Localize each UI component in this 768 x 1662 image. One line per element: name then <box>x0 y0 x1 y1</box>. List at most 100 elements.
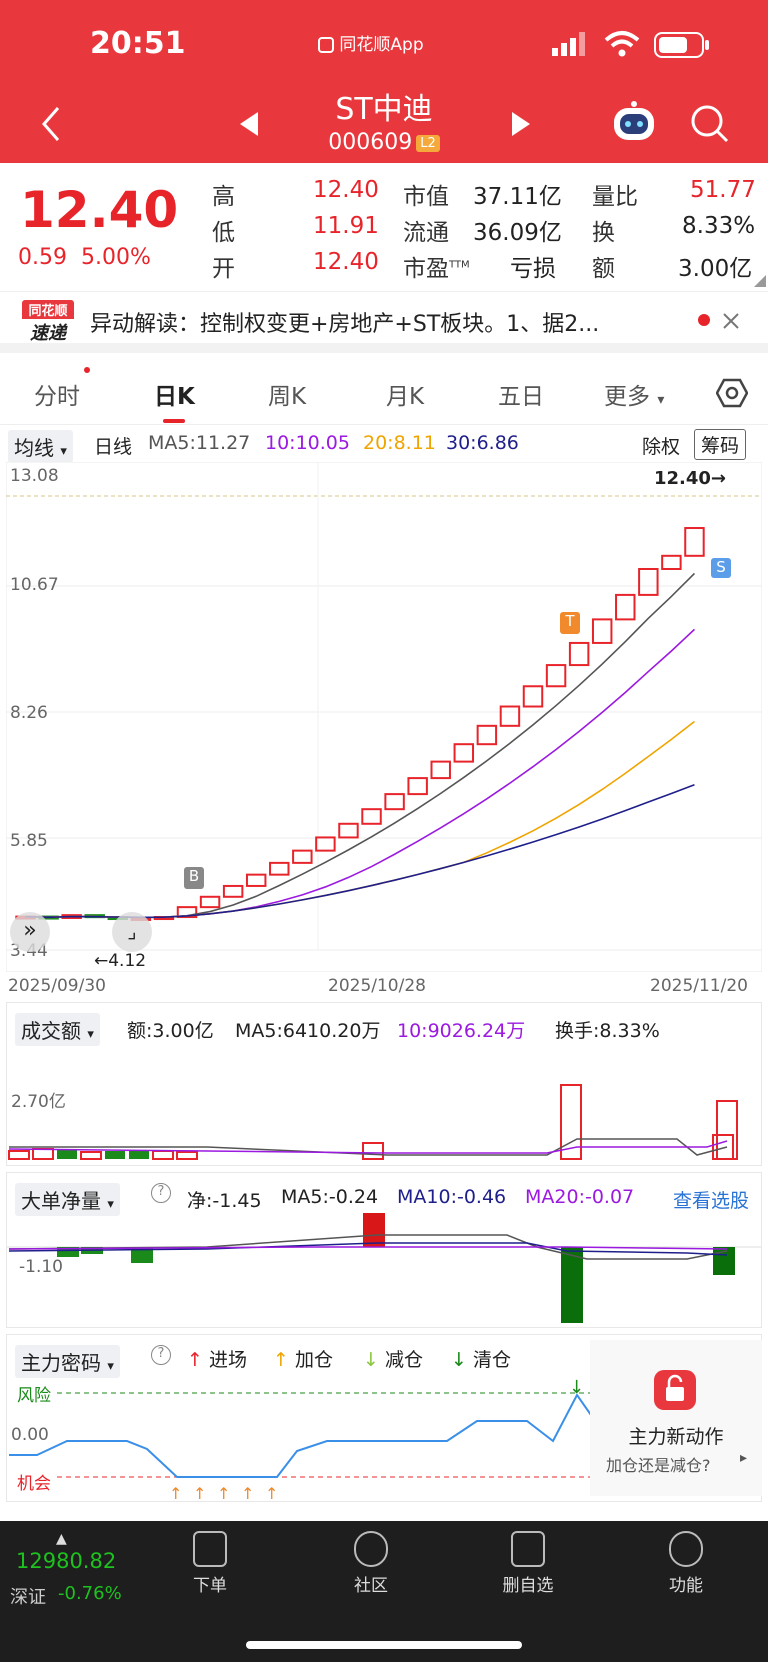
unread-dot-icon <box>698 314 710 326</box>
notify-dot-icon <box>84 367 90 373</box>
app-header: 20:51 同花顺App ST中迪 000609 L2 <box>0 0 768 163</box>
t-signal-marker[interactable]: T <box>560 612 580 634</box>
pe-label: 市盈TTM <box>403 256 470 282</box>
next-stock-icon[interactable] <box>510 112 532 136</box>
y-label-top: 13.08 <box>10 466 59 486</box>
status-time: 20:51 <box>90 26 186 61</box>
big-order-select[interactable]: 大单净量 ▾ <box>15 1183 120 1216</box>
functions-menu-icon <box>669 1531 703 1567</box>
kline-chart[interactable] <box>6 462 762 972</box>
signal-icon <box>552 32 585 56</box>
ma-legend-bar: 均线 ▾ 日线 MA5:11.27 10:10.05 20:8.11 30:6.… <box>0 428 768 463</box>
candle <box>568 641 590 667</box>
low-value: 11.91 <box>313 213 379 239</box>
chance-label: 机会 <box>17 1474 51 1494</box>
caret-down-icon: ▾ <box>657 392 665 408</box>
nav-order[interactable]: 下单 <box>160 1531 260 1596</box>
wifi-icon <box>604 31 640 57</box>
tab-fenshi[interactable]: 分时 <box>34 384 80 410</box>
candle <box>522 685 544 708</box>
amount-label: 额 <box>592 256 615 282</box>
main-force-select[interactable]: 主力密码 ▾ <box>15 1345 120 1378</box>
volume-y-label: 2.70亿 <box>11 1092 66 1112</box>
candle <box>361 808 382 825</box>
tab-more[interactable]: 更多 ▾ <box>604 384 665 410</box>
big-order-net: 净:-1.45 <box>187 1190 262 1212</box>
stock-code: 000609 <box>328 130 413 155</box>
legend-reduce: ↓ 减仓 <box>363 1349 423 1371</box>
lock-icon <box>654 1370 696 1410</box>
candle <box>407 777 428 796</box>
robot-assistant-icon[interactable] <box>610 100 658 144</box>
active-tab-indicator <box>163 419 185 423</box>
settings-hex-icon[interactable] <box>716 377 748 409</box>
nav-functions[interactable]: 功能 <box>636 1531 736 1596</box>
news-badge: 同花顺 速递 <box>22 300 74 344</box>
tab-daily-k[interactable]: 日K <box>154 384 195 410</box>
legend-add: ↑ 加仓 <box>273 1349 333 1371</box>
volume-select[interactable]: 成交额 ▾ <box>15 1013 100 1046</box>
news-bar[interactable]: 同花顺 速递 异动解读：控制权变更+房地产+ST板块。1、据2... <box>0 291 768 353</box>
expand-corner-icon[interactable] <box>754 275 766 287</box>
level2-badge: L2 <box>416 134 440 152</box>
candle <box>384 793 405 811</box>
volume-ma10: 10:9026.24万 <box>397 1020 526 1042</box>
ma30-label: 30:6.86 <box>446 432 519 454</box>
index-value[interactable]: 12980.82 <box>16 1549 117 1573</box>
back-icon[interactable] <box>38 104 64 144</box>
help-icon[interactable]: ? <box>151 1183 171 1203</box>
period-tabs: 分时 日K 周K 月K 五日 更多 ▾ <box>0 363 768 425</box>
indicator-select[interactable]: 均线 ▾ <box>8 430 73 463</box>
last-price-marker: 12.40→ <box>654 468 727 489</box>
search-icon[interactable] <box>690 104 730 144</box>
price-change: 0.59 5.00% <box>18 245 151 270</box>
high-value: 12.40 <box>313 177 379 203</box>
expand-left-icon[interactable]: » <box>10 912 50 952</box>
prev-stock-icon[interactable] <box>238 112 260 136</box>
fullscreen-icon[interactable]: ⌟ <box>112 912 152 952</box>
svg-text:↑: ↑ <box>169 1484 182 1501</box>
candle <box>338 822 359 839</box>
mcap-label: 市值 <box>403 184 449 210</box>
candle <box>615 593 636 621</box>
ma10-label: 10:10.05 <box>265 432 350 454</box>
amount-value: 3.00亿 <box>678 256 753 282</box>
big-order-panel: 大单净量 ▾ ? 净:-1.45 MA5:-0.24 MA10:-0.46 MA… <box>6 1172 762 1328</box>
candle <box>499 705 521 727</box>
close-icon[interactable] <box>722 312 740 330</box>
volume-ma5: MA5:6410.20万 <box>235 1020 381 1042</box>
main-force-promo-card[interactable]: 主力新动作 加仓还是减仓? ▸ <box>590 1340 762 1496</box>
chips-button[interactable]: 筹码 <box>694 429 747 460</box>
sell-signal-marker[interactable]: S <box>711 558 731 578</box>
candle <box>199 895 221 909</box>
zero-label: 0.00 <box>11 1425 49 1445</box>
app-name: 同花顺App <box>318 30 424 55</box>
nav-remove-watchlist[interactable]: 删自选 <box>478 1531 578 1596</box>
open-label: 开 <box>212 256 235 282</box>
volume-amount: 额:3.00亿 <box>127 1020 214 1042</box>
legend-clear: ↓ 清仓 <box>451 1349 511 1371</box>
exright-button[interactable]: 除权 <box>642 436 681 458</box>
x-label-mid: 2025/10/28 <box>328 976 426 996</box>
candle <box>269 861 290 876</box>
tab-weekly-k[interactable]: 周K <box>268 384 307 410</box>
candle <box>245 873 267 887</box>
nav-community[interactable]: 社区 <box>321 1531 421 1596</box>
low-price-marker: ←4.12 <box>94 951 147 971</box>
period-label: 日线 <box>94 436 133 458</box>
ma5-label: MA5:11.27 <box>148 432 251 454</box>
risk-label: 风险 <box>17 1386 51 1406</box>
high-label: 高 <box>212 184 235 210</box>
tab-monthly-k[interactable]: 月K <box>386 384 425 410</box>
candle <box>176 906 198 919</box>
help-icon[interactable]: ? <box>151 1345 171 1365</box>
candle <box>591 618 613 644</box>
turnover-label: 换 <box>592 220 615 246</box>
buy-signal-marker[interactable]: B <box>184 867 204 889</box>
tab-five-day[interactable]: 五日 <box>498 384 544 410</box>
ma20-label: 20:8.11 <box>363 432 436 454</box>
chevron-right-icon: ▸ <box>740 1450 748 1466</box>
mcap-value: 37.11亿 <box>473 184 562 210</box>
view-stock-pick-link[interactable]: 查看选股 <box>673 1190 750 1212</box>
home-indicator <box>246 1641 522 1649</box>
